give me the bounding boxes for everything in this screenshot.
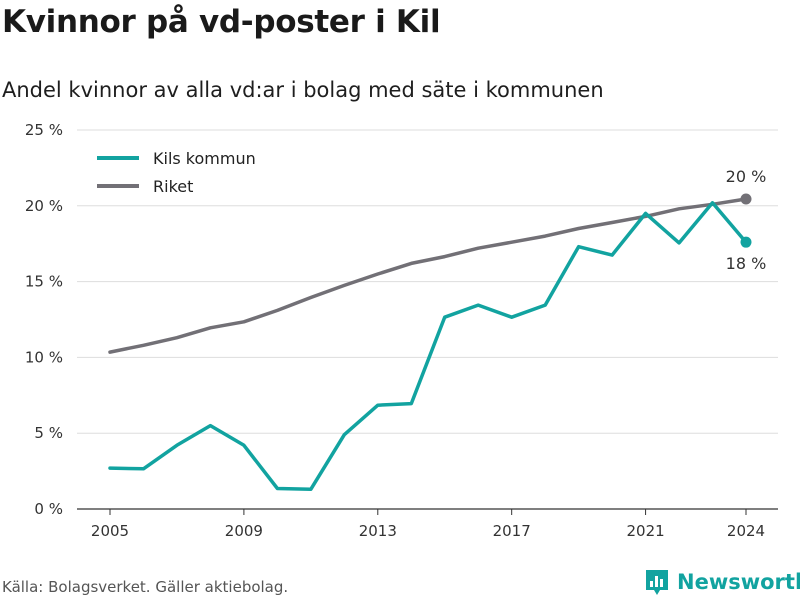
- newsworthy-logo: Newsworthy: [644, 568, 800, 596]
- line-chart: 0 % 5 % 10 % 15 % 20 % 25 % 2005 2009 2013 2017 20…: [25, 121, 778, 540]
- series-line-kils-kommun: [108, 201, 748, 492]
- end-point-kils-kommun: [740, 236, 752, 248]
- chart-subtitle: Andel kvinnor av alla vd:ar i bolag med …: [2, 78, 604, 102]
- newsworthy-logo-icon: [646, 570, 668, 595]
- series-line-riket: [108, 197, 748, 354]
- chart-title: Kvinnor på vd-poster i Kil: [2, 4, 441, 40]
- y-tick-label: 15 %: [25, 273, 63, 291]
- x-tick-label: 2009: [225, 522, 263, 540]
- legend-label-riket: Riket: [153, 177, 193, 196]
- end-label-kils-kommun: 18 %: [726, 254, 767, 273]
- y-tick-label: 20 %: [25, 197, 63, 215]
- x-tick-label: 2024: [727, 522, 765, 540]
- y-tick-label: 5 %: [34, 424, 63, 442]
- y-tick-label: 25 %: [25, 121, 63, 139]
- end-point-riket: [740, 193, 752, 205]
- y-tick-label: 10 %: [25, 348, 63, 366]
- x-tick-label: 2005: [91, 522, 129, 540]
- end-label-riket: 20 %: [726, 167, 767, 186]
- y-tick-label: 0 %: [34, 500, 63, 518]
- legend-label-kils-kommun: Kils kommun: [153, 149, 256, 168]
- source-note: Källa: Bolagsverket. Gäller aktiebolag.: [2, 578, 289, 596]
- x-tick-label: 2021: [626, 522, 664, 540]
- x-tick-label: 2017: [493, 522, 531, 540]
- newsworthy-logo-text: Newsworthy: [677, 570, 800, 594]
- x-tick-label: 2013: [359, 522, 397, 540]
